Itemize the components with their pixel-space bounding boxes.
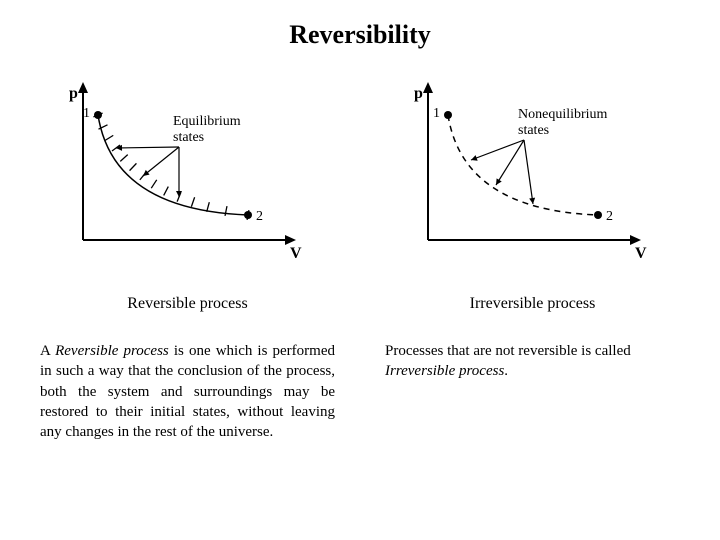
page-title: Reversibility xyxy=(40,20,680,50)
right-column: p V 1 2 Nonequilibriumstates Irreversible pr… xyxy=(385,80,680,442)
columns: pV12Equilibriumstates Reversible process… xyxy=(40,80,680,442)
svg-text:2: 2 xyxy=(256,209,263,224)
right-desc-suffix: . xyxy=(504,363,508,379)
svg-text:Nonequilibrium: Nonequilibrium xyxy=(518,107,608,122)
right-description: Processes that are not reversible is cal… xyxy=(385,341,680,382)
irreversible-diagram: p V 1 2 Nonequilibriumstates xyxy=(398,80,668,270)
right-desc-prefix: Processes that are not reversible is cal… xyxy=(385,343,631,359)
left-description: A Reversible process is one which is per… xyxy=(40,341,335,442)
svg-text:Equilibrium: Equilibrium xyxy=(173,114,241,129)
left-column: p V 1 2 Equilibriumstates Reversible process… xyxy=(40,80,335,442)
right-desc-em: Irreversible process xyxy=(385,363,504,379)
left-subheading: Reversible process xyxy=(127,295,247,313)
svg-text:states: states xyxy=(518,123,549,138)
svg-text:p: p xyxy=(69,85,78,102)
svg-text:1: 1 xyxy=(83,106,90,121)
right-subheading: Irreversible process xyxy=(470,295,596,313)
svg-text:V: V xyxy=(290,245,302,262)
left-desc-em: Reversible process xyxy=(55,343,169,359)
svg-text:1: 1 xyxy=(433,106,440,121)
svg-text:2: 2 xyxy=(606,209,613,224)
svg-text:states: states xyxy=(173,130,204,145)
reversible-diagram: p V 1 2 Equilibriumstates xyxy=(53,80,323,270)
svg-text:V: V xyxy=(635,245,647,262)
left-desc-prefix: A xyxy=(40,343,55,359)
svg-text:p: p xyxy=(414,85,423,102)
